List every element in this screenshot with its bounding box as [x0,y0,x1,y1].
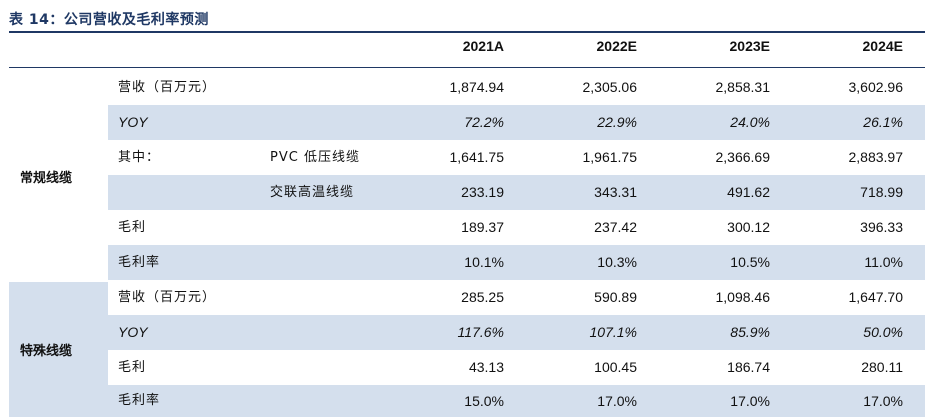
cell-value: 26.1% [863,114,903,130]
column-header: 2021A [462,38,504,54]
cell-value: 50.0% [863,324,903,340]
table-row: 营收（百万元） 1,874.94 2,305.06 2,858.31 3,602… [108,70,925,105]
cell-value: 24.0% [730,114,770,130]
table-row: YOY 117.6% 107.1% 85.9% 50.0% [108,315,925,350]
header-rule [9,67,925,68]
cell-value: 237.42 [594,219,637,235]
group-label: 特殊线缆 [9,282,108,417]
cell-value: 2,883.97 [848,149,904,165]
table-row: 毛利 189.37 237.42 300.12 396.33 [108,210,925,245]
cell-value: 107.1% [589,324,637,340]
cell-value: 2,305.06 [582,79,638,95]
group-label: 常规线缆 [20,170,73,186]
cell-value: 10.1% [464,254,504,270]
table-row: 毛利 43.13 100.45 186.74 280.11 [108,350,925,385]
cell-value: 43.13 [468,359,504,375]
table-row: YOY 72.2% 22.9% 24.0% 26.1% [108,105,925,140]
row-label: YOY [118,324,148,340]
cell-value: 1,874.94 [449,79,505,95]
cell-value: 100.45 [594,359,637,375]
cell-value: 285.25 [461,289,504,305]
table-row: 交联高温线缆 233.19 343.31 491.62 718.99 [108,175,925,210]
table-row: 毛利率 15.0% 17.0% 17.0% 17.0% [108,385,925,417]
cell-value: 280.11 [861,359,903,375]
cell-value: 2,366.69 [715,149,771,165]
row-label: 毛利 [118,220,147,235]
column-header: 2023E [729,38,770,54]
cell-value: 1,641.75 [449,149,505,165]
cell-value: 117.6% [457,324,504,340]
cell-value: 186.74 [727,359,770,375]
cell-value: 491.62 [727,184,770,200]
row-label: 毛利率 [118,255,161,270]
cell-value: 590.89 [594,289,637,305]
cell-value: 718.99 [860,184,903,200]
cell-value: 11.0% [864,254,903,270]
row-label: 营收（百万元） [118,290,217,305]
cell-value: 1,098.46 [715,289,771,305]
cell-value: 22.9% [597,114,637,130]
row-sublabel: 交联高温线缆 [270,185,355,200]
row-sublabel: PVC 低压线缆 [270,150,360,165]
cell-value: 300.12 [727,219,770,235]
cell-value: 85.9% [730,324,770,340]
column-header: 2022E [596,38,637,54]
cell-value: 1,647.70 [848,289,904,305]
cell-value: 3,602.96 [848,79,904,95]
cell-value: 189.37 [461,219,504,235]
table-row: 毛利率 10.1% 10.3% 10.5% 11.0% [108,245,925,280]
cell-value: 72.2% [464,114,504,130]
cell-value: 10.5% [730,254,770,270]
row-label: YOY [118,114,148,130]
cell-value: 17.0% [863,393,903,409]
cell-value: 1,961.75 [582,149,638,165]
cell-value: 15.0% [464,393,504,409]
cell-value: 343.31 [594,184,637,200]
cell-value: 17.0% [730,393,770,409]
column-header: 2024E [862,38,903,54]
row-label: 毛利 [118,360,147,375]
cell-value: 233.19 [461,184,504,200]
cell-value: 10.3% [597,254,637,270]
row-label: 毛利率 [118,393,161,408]
cell-value: 2,858.31 [715,79,771,95]
cell-value: 17.0% [597,393,637,409]
top-rule [9,31,925,33]
row-label: 营收（百万元） [118,80,217,95]
cell-value: 396.33 [860,219,903,235]
table-row: 营收（百万元） 285.25 590.89 1,098.46 1,647.70 [108,280,925,315]
table-row: 其中： PVC 低压线缆 1,641.75 1,961.75 2,366.69 … [108,140,925,175]
table-title: 表 14：公司营收及毛利率预测 [9,12,209,28]
row-label: 其中： [118,150,161,165]
